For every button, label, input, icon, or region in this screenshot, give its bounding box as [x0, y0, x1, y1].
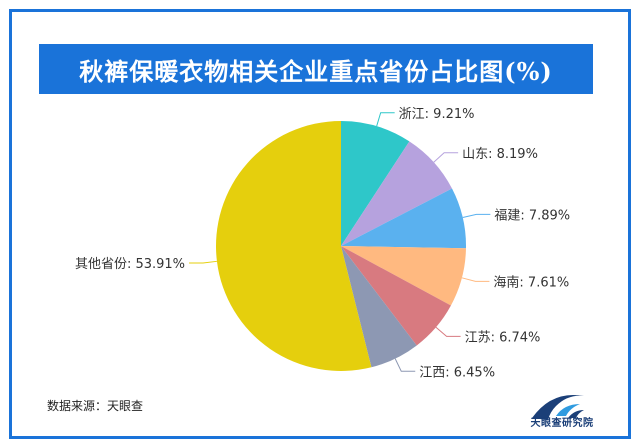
chart-title: 秋裤保暖衣物相关企业重点省份占比图(%) — [39, 44, 593, 94]
slice-label-5: 江西: 6.45% — [419, 365, 495, 380]
leader-line-0 — [376, 112, 395, 127]
slice-label-6: 其他省份: 53.91% — [75, 257, 185, 272]
pie-slice-2 — [341, 188, 466, 249]
tianyancha-logo-icon — [532, 394, 584, 420]
leader-line-4 — [435, 326, 461, 337]
slice-label-3: 海南: 7.61% — [493, 274, 569, 290]
leader-line-5 — [394, 358, 416, 372]
slice-label-2: 福建: 7.89% — [494, 208, 570, 223]
pie-slice-4 — [341, 246, 451, 346]
pie-slice-6 — [215, 121, 372, 372]
slice-label-1: 山东: 8.19% — [462, 147, 538, 162]
leader-line-3 — [461, 277, 490, 282]
leader-line-2 — [462, 213, 491, 219]
pie-slice-1 — [341, 141, 453, 246]
leader-line-6 — [189, 260, 218, 264]
pie-slice-5 — [341, 246, 417, 368]
data-source: 数据来源：天眼查 — [47, 399, 144, 413]
logo-text: 天眼查研究院 — [530, 418, 594, 429]
slice-label-4: 江苏: 6.74% — [465, 329, 541, 345]
leader-line-1 — [433, 152, 459, 163]
slice-label-0: 浙江: 9.21% — [399, 107, 475, 122]
pie-slice-0 — [341, 121, 410, 246]
pie-slice-3 — [341, 246, 466, 306]
